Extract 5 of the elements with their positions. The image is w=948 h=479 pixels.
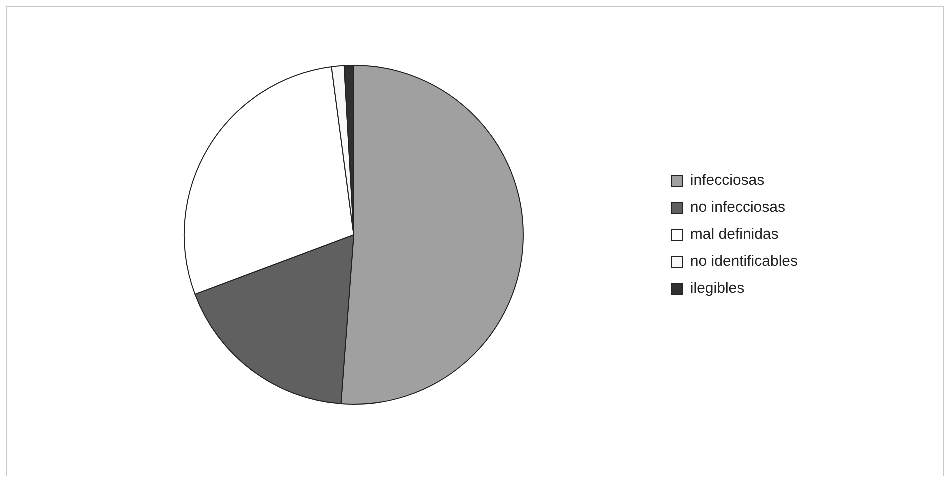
legend-label: ilegibles: [690, 280, 745, 298]
legend-label: mal definidas: [690, 226, 779, 244]
legend-label: no infecciosas: [690, 199, 786, 216]
legend-label: infecciosas: [690, 172, 765, 190]
legend-label: no identificables: [690, 253, 798, 270]
